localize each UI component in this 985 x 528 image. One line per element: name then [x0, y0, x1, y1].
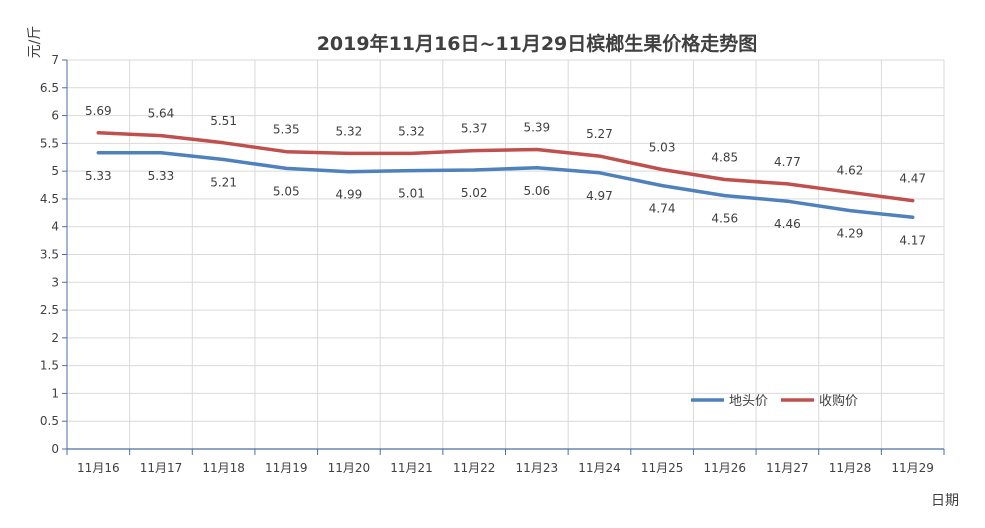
y-tick-label: 6	[51, 109, 59, 123]
data-label-series-1: 5.03	[649, 140, 676, 154]
y-tick-label: 0	[51, 442, 59, 456]
legend-label-ditoujia: 地头价	[729, 394, 768, 409]
series-line-1	[96, 131, 915, 203]
data-label-series-1: 5.51	[210, 114, 237, 128]
x-tick-label: 11月22	[453, 461, 496, 475]
gridlines	[67, 59, 945, 449]
data-label-series-1: 5.27	[586, 127, 613, 141]
x-tick-label: 11月17	[140, 461, 183, 475]
data-label-series-0: 5.33	[85, 169, 112, 183]
x-tick-label: 11月29	[891, 461, 934, 475]
x-tick-label: 11月18	[202, 461, 245, 475]
y-tick-label: 3.5	[40, 248, 59, 262]
data-label-series-0: 4.29	[837, 227, 864, 241]
y-tick-label: 5.5	[40, 136, 59, 150]
y-tick-label: 1	[51, 386, 59, 400]
x-axis-title: 日期	[931, 493, 959, 509]
data-labels: 5.33 5.33 5.21 5.05 4.99 5.01 5.02 5.06 4.97 4.74…	[85, 104, 926, 247]
y-tick-label: 1.5	[40, 359, 59, 373]
data-label-series-1: 4.77	[774, 155, 801, 169]
data-label-series-0: 5.02	[461, 186, 488, 200]
data-label-series-0: 5.21	[210, 175, 237, 189]
data-label-series-1: 5.39	[523, 120, 550, 134]
data-label-series-1: 4.85	[711, 150, 738, 164]
data-label-series-0: 4.17	[899, 233, 926, 247]
y-tick-label: 4.5	[40, 192, 59, 206]
series-line-0	[96, 151, 915, 220]
y-tick-label: 5	[51, 164, 59, 178]
y-tick-label: 2.5	[40, 303, 59, 317]
y-tick-label: 6.5	[40, 81, 59, 95]
data-label-series-1: 5.32	[336, 124, 363, 138]
x-tick-label: 11月19	[265, 461, 308, 475]
axes: 0 0.5 1 1.5 2 2.5 3 3.5 4 4.5 5 5.5 6 6.5 7 11月16 11月17 1…	[40, 53, 945, 475]
data-label-series-1: 4.47	[899, 172, 926, 186]
data-label-series-0: 4.97	[586, 189, 613, 203]
data-label-series-1: 5.69	[85, 104, 112, 118]
data-label-series-0: 4.74	[649, 202, 676, 216]
data-label-series-0: 5.01	[398, 187, 425, 201]
data-label-series-0: 4.46	[774, 217, 801, 231]
x-tick-label: 11月27	[766, 461, 809, 475]
y-tick-label: 2	[51, 331, 59, 345]
data-label-series-1: 5.37	[461, 122, 488, 136]
data-label-series-0: 4.56	[711, 212, 738, 226]
data-label-series-1: 5.35	[273, 123, 300, 137]
x-tick-label: 11月23	[516, 461, 559, 475]
data-label-series-1: 4.62	[837, 163, 864, 177]
x-tick-label: 11月20	[328, 461, 371, 475]
y-tick-label: 0.5	[40, 414, 59, 428]
legend-label-shougoujia: 收购价	[819, 393, 858, 409]
x-tick-label: 11月16	[77, 461, 120, 475]
data-label-series-0: 5.33	[148, 169, 175, 183]
x-tick-label: 11月25	[641, 461, 684, 475]
x-tick-label: 11月28	[829, 461, 872, 475]
y-tick-label: 4	[51, 220, 59, 234]
data-label-series-0: 5.06	[523, 184, 550, 198]
legend: 地头价 收购价	[691, 393, 858, 409]
data-label-series-0: 4.99	[336, 188, 363, 202]
y-axis-title: 元/斤	[27, 26, 43, 59]
x-tick-label: 11月21	[390, 461, 433, 475]
chart-title: 2019年11月16日~11月29日槟榔生果价格走势图	[317, 32, 758, 55]
y-tick-label: 7	[51, 53, 59, 67]
series	[96, 131, 915, 220]
data-label-series-1: 5.64	[148, 107, 175, 121]
x-tick-label: 11月26	[703, 461, 746, 475]
y-tick-label: 3	[51, 275, 59, 289]
x-tick-label: 11月24	[578, 461, 621, 475]
data-label-series-0: 5.05	[273, 184, 300, 198]
data-label-series-1: 5.32	[398, 124, 425, 138]
